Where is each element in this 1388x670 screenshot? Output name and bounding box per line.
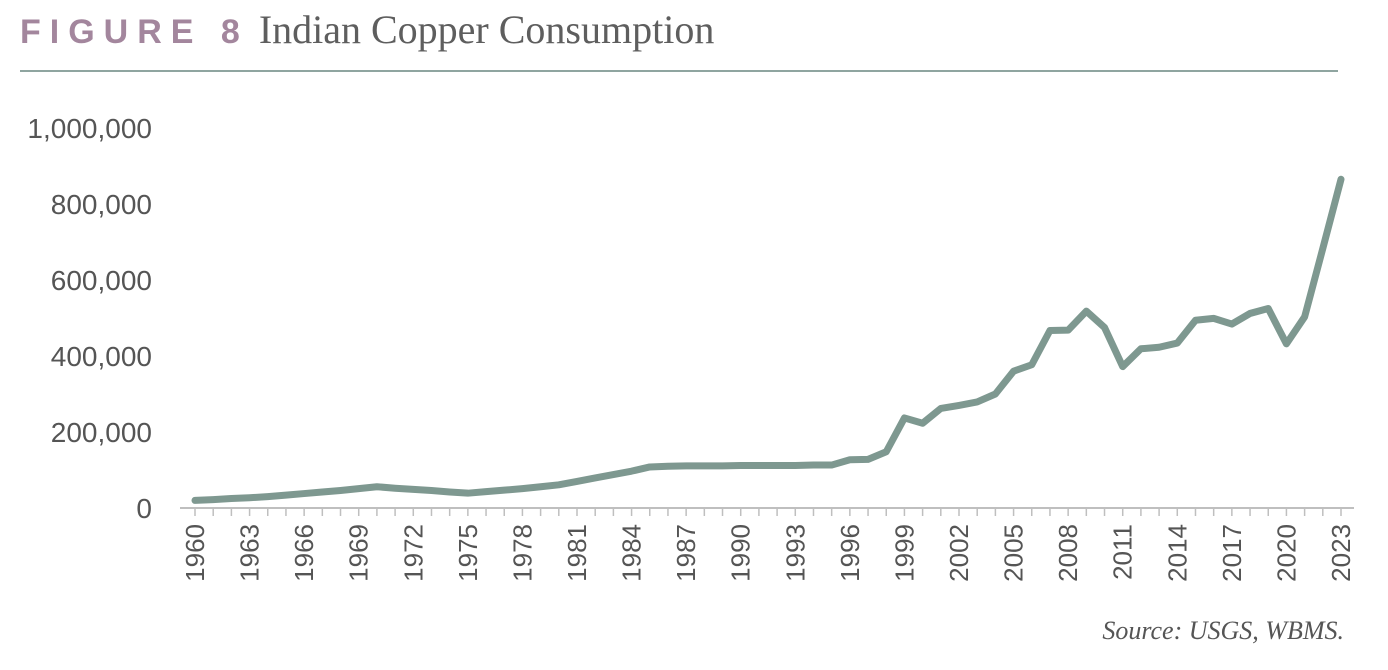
x-tick-label: 1981 (562, 524, 592, 582)
x-tick-label: 1972 (398, 524, 428, 582)
x-tick-label: 1960 (180, 524, 210, 582)
x-tick-label: 2020 (1271, 524, 1301, 582)
x-tick-label: 2017 (1217, 524, 1247, 582)
x-tick-label: 1966 (289, 524, 319, 582)
y-tick-label: 200,000 (51, 417, 152, 448)
x-tick-label: 2002 (944, 524, 974, 582)
x-tick-label: 2005 (999, 524, 1029, 582)
x-axis: 1960 1963 1966 1969 1972 1975 1978 1981 1984 1987… (180, 508, 1356, 582)
source-note: Source: USGS, WBMS. (1102, 616, 1344, 645)
y-tick-label: 0 (136, 493, 152, 524)
x-tick-label: 2014 (1162, 524, 1192, 582)
y-axis: 0 200,000 400,000 600,000 800,000 1,000,000 (27, 113, 152, 524)
x-tick-label: 2023 (1326, 524, 1356, 582)
series-line-consumption (191, 175, 1345, 504)
figure-header: FIGURE 8 Indian Copper Consumption (20, 6, 714, 66)
x-tick-label: 1993 (780, 524, 810, 582)
x-tick-label: 1984 (617, 524, 647, 582)
y-tick-label: 600,000 (51, 265, 152, 296)
x-tick-label: 2011 (1108, 524, 1138, 580)
x-tick-label: 1975 (453, 524, 483, 582)
x-tick-label: 1963 (235, 524, 265, 582)
x-tick-label: 2008 (1053, 524, 1083, 582)
y-tick-label: 1,000,000 (27, 113, 152, 144)
y-tick-label: 400,000 (51, 341, 152, 372)
chart-title: Indian Copper Consumption (258, 7, 715, 52)
figure-label: FIGURE 8 (20, 13, 249, 51)
x-tick-label: 1990 (726, 524, 756, 582)
x-tick-label: 1996 (835, 524, 865, 582)
y-tick-label: 800,000 (51, 189, 152, 220)
x-tick-label: 1978 (507, 524, 537, 582)
x-tick-label: 1999 (889, 524, 919, 582)
x-tick-label: 1987 (671, 524, 701, 582)
x-tick-label: 1969 (344, 524, 374, 582)
header-rule (20, 70, 1338, 72)
